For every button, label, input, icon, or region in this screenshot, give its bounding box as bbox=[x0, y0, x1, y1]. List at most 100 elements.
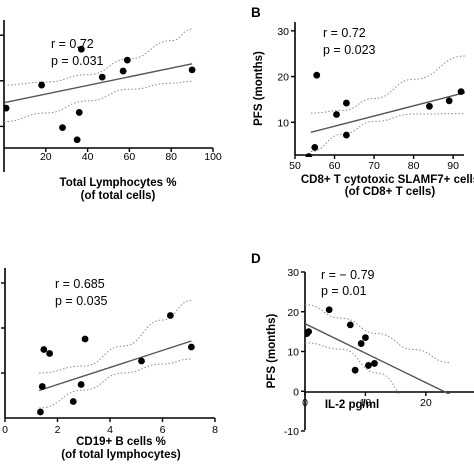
y-tick-label: 30 bbox=[277, 26, 289, 38]
data-point bbox=[305, 328, 313, 336]
regression-line bbox=[38, 340, 192, 392]
regression-line bbox=[310, 91, 466, 134]
x-tick-label: 20 bbox=[40, 151, 52, 163]
y-axis-label: PFS (months) bbox=[253, 51, 265, 126]
data-point bbox=[362, 334, 369, 341]
panel-d-il2: D 0 10 20 -10 0 10 20 30 PFS (months) IL-2 pg/ml r … bbox=[251, 251, 474, 438]
y-tick-label: 10 bbox=[277, 117, 289, 129]
data-point bbox=[38, 383, 46, 390]
data-point bbox=[342, 131, 350, 139]
data-point bbox=[188, 66, 196, 74]
x-tick-label: 100 bbox=[204, 151, 222, 163]
ci-upper-curve bbox=[39, 300, 192, 374]
data-point bbox=[371, 360, 378, 367]
x-tick-label: 0 bbox=[2, 424, 8, 436]
x-tick-label: 90 bbox=[447, 160, 459, 172]
data-point bbox=[351, 366, 359, 374]
panel-letter: B bbox=[251, 5, 261, 20]
ci-lower-curve bbox=[310, 113, 466, 153]
data-point bbox=[38, 81, 46, 89]
data-point bbox=[346, 321, 354, 329]
data-point bbox=[4, 104, 10, 112]
data-point bbox=[305, 153, 313, 157]
data-point bbox=[357, 340, 365, 347]
x-tick-label: 80 bbox=[165, 151, 177, 163]
regression-line bbox=[4, 63, 193, 104]
x-axis-label: CD8+ T cytotoxic SLAMF7+ cells bbox=[301, 174, 474, 186]
ci-upper-curve bbox=[4, 28, 193, 86]
data-point bbox=[311, 144, 319, 151]
data-point bbox=[75, 109, 83, 116]
x-tick-label: 2 bbox=[55, 424, 61, 436]
x-axis-label: (of CD8+ T cells) bbox=[345, 186, 436, 198]
data-point bbox=[40, 346, 48, 353]
x-tick-label: 50 bbox=[289, 160, 301, 172]
p-value: p = 0.035 bbox=[55, 294, 108, 308]
y-tick-label: 0 bbox=[293, 386, 299, 398]
plot-area bbox=[305, 304, 451, 394]
y-tick-label: 30 bbox=[287, 267, 299, 279]
plot-area bbox=[4, 28, 196, 144]
x-tick-label: 6 bbox=[160, 424, 166, 436]
data-point bbox=[445, 97, 453, 105]
x-tick-label: 20 bbox=[420, 397, 432, 409]
data-point bbox=[123, 56, 131, 64]
regression-line bbox=[305, 323, 451, 394]
panel-a-total-lymphocytes: 20 40 60 80 100 Total Lymphocytes %(of total … bbox=[0, 20, 222, 202]
r-value: r = 0.72 bbox=[323, 26, 366, 40]
x-axis-label: (of total lymphocytes) bbox=[61, 449, 181, 461]
data-point bbox=[187, 343, 195, 351]
x-axis-label: Total Lymphocytes % bbox=[60, 177, 177, 189]
r-value: r = 0.685 bbox=[55, 277, 105, 291]
data-point bbox=[37, 408, 44, 416]
x-tick-label: 4 bbox=[107, 424, 113, 436]
panel-c-cd19-b-cells: 0 2 4 6 8 CD19+ B cells %(of total lymphocyte… bbox=[1, 268, 218, 461]
data-point bbox=[81, 335, 89, 343]
x-tick-label: 0 bbox=[302, 397, 308, 409]
panel-letter: D bbox=[251, 251, 261, 266]
ci-lower-curve bbox=[39, 358, 192, 409]
data-point bbox=[73, 136, 81, 144]
data-point bbox=[313, 71, 321, 79]
ci-lower-curve bbox=[4, 80, 193, 123]
data-point bbox=[46, 350, 54, 357]
r-value: r = 0.72 bbox=[51, 37, 94, 51]
p-value: p = 0.031 bbox=[51, 54, 104, 68]
x-axis-label: (of total cells) bbox=[81, 190, 156, 202]
data-point bbox=[342, 99, 350, 107]
x-tick-label: 8 bbox=[212, 424, 218, 436]
data-point bbox=[77, 381, 85, 388]
data-point bbox=[426, 102, 433, 110]
data-point bbox=[365, 362, 372, 369]
y-tick-label: 20 bbox=[287, 307, 299, 319]
data-point bbox=[333, 111, 340, 118]
data-point bbox=[98, 73, 106, 81]
y-tick-label: -10 bbox=[284, 426, 299, 438]
x-tick-label: 40 bbox=[82, 151, 94, 163]
data-point bbox=[69, 398, 77, 405]
x-axis-label: IL-2 pg/ml bbox=[325, 399, 379, 411]
p-value: p = 0.01 bbox=[321, 284, 367, 298]
x-tick-label: 60 bbox=[124, 151, 136, 163]
y-axis-label: PFS (months) bbox=[266, 313, 278, 388]
data-point bbox=[77, 45, 85, 53]
panel-b-cd8-slamf7: B 50 60 70 80 90 10 20 30 PFS (months) CD8+ T cyto… bbox=[251, 5, 474, 198]
data-point bbox=[166, 312, 174, 319]
data-point bbox=[457, 88, 465, 96]
data-point bbox=[119, 67, 127, 75]
data-point bbox=[59, 124, 66, 132]
data-point bbox=[138, 357, 145, 365]
x-tick-label: 60 bbox=[329, 160, 341, 172]
plot-area bbox=[37, 300, 195, 416]
y-tick-label: 20 bbox=[277, 72, 289, 84]
x-axis-label: CD19+ B cells % bbox=[76, 436, 166, 448]
data-point bbox=[325, 306, 333, 314]
y-tick-label: 10 bbox=[287, 347, 299, 359]
x-tick-label: 10 bbox=[360, 397, 372, 409]
ci-upper-curve bbox=[310, 55, 466, 114]
r-value: r = − 0.79 bbox=[321, 268, 375, 282]
x-tick-label: 70 bbox=[368, 160, 380, 172]
x-tick-label: 80 bbox=[408, 160, 420, 172]
ci-lower-curve bbox=[305, 342, 400, 394]
